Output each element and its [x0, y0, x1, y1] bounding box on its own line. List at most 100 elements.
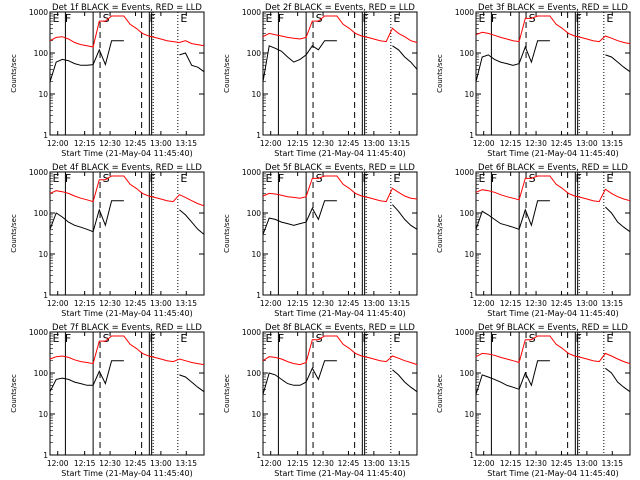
x-tick-label: 13:15	[388, 139, 410, 148]
region-marker-f: F	[576, 172, 582, 185]
x-tick-label: 12:45	[338, 459, 360, 468]
y-tick-label: 1	[256, 131, 261, 140]
panel-title: Det 9f BLACK = Events, RED = LLD	[478, 323, 628, 333]
y-tick-label: 10	[251, 410, 261, 419]
plot-frame	[475, 171, 631, 296]
x-tick-label: 13:00	[150, 459, 172, 468]
x-tick-label: 12:15	[74, 299, 96, 308]
series-lld-line	[49, 175, 205, 207]
y-tick-label: 1000	[455, 8, 474, 17]
x-tick-label: 12:30	[525, 459, 547, 468]
series-lld-line	[475, 15, 631, 45]
x-tick-label: 13:00	[150, 299, 172, 308]
plot-frame	[262, 11, 418, 136]
series-lld-line	[49, 15, 205, 48]
panel-det-3: Det 3f BLACK = Events, RED = LLD 1 10 100 10…	[436, 3, 631, 158]
x-tick-label: 12:15	[500, 299, 522, 308]
x-tick-label: 12:00	[473, 459, 495, 468]
x-tick-label: 12:15	[500, 139, 522, 148]
y-tick-label: 10	[38, 410, 48, 419]
region-marker-e: E	[266, 12, 273, 25]
x-axis-label: Start Time (21-May-04 11:45:40)	[61, 309, 192, 318]
region-marker-f: F	[65, 332, 71, 345]
region-marker-e: E	[479, 172, 486, 185]
x-tick-label: 13:00	[150, 139, 172, 148]
x-tick-label: 12:45	[338, 139, 360, 148]
y-tick-label: 1	[469, 451, 474, 460]
x-tick-label: 13:00	[576, 459, 598, 468]
region-marker-e: E	[606, 172, 613, 185]
y-tick-label: 100	[247, 369, 262, 378]
y-tick-label: 1	[469, 291, 474, 300]
y-tick-label: 1000	[242, 8, 261, 17]
x-tick-label: 12:45	[551, 459, 573, 468]
plot-frame	[49, 11, 205, 136]
region-marker-e: E	[266, 332, 273, 345]
region-marker-f: F	[363, 172, 369, 185]
x-axis-label: Start Time (21-May-04 11:45:40)	[274, 469, 405, 478]
series-events-line	[605, 54, 631, 73]
y-axis-label: Counts/sec	[436, 54, 444, 93]
panel-det-6: Det 6f BLACK = Events, RED = LLD 1 10 100 10…	[436, 163, 631, 318]
x-tick-label: 12:15	[287, 459, 309, 468]
series-events-line	[605, 206, 631, 233]
series-lld-line	[475, 335, 631, 365]
y-tick-label: 100	[34, 209, 49, 218]
region-marker-f: F	[576, 12, 582, 25]
x-tick-label: 12:30	[525, 139, 547, 148]
y-axis-label: Counts/sec	[436, 214, 444, 253]
series-events-line	[49, 360, 124, 392]
x-tick-label: 12:00	[47, 299, 69, 308]
panel-det-2: Det 2f BLACK = Events, RED = LLD 1 10 100 10…	[223, 3, 418, 158]
x-tick-label: 13:15	[601, 139, 623, 148]
region-marker-e: E	[180, 332, 187, 345]
region-marker-f: F	[491, 172, 497, 185]
region-marker-f: F	[363, 332, 369, 345]
region-marker-s: S	[316, 332, 323, 345]
x-tick-label: 13:00	[363, 459, 385, 468]
y-tick-label: 100	[460, 209, 475, 218]
series-events-line	[179, 52, 205, 73]
panel-title: Det 1f BLACK = Events, RED = LLD	[52, 3, 202, 13]
x-tick-label: 12:00	[47, 459, 69, 468]
y-tick-label: 100	[460, 49, 475, 58]
region-marker-e: E	[479, 12, 486, 25]
y-tick-label: 1	[43, 291, 48, 300]
series-events-line	[392, 45, 418, 70]
y-tick-label: 100	[247, 49, 262, 58]
region-marker-s: S	[103, 172, 110, 185]
x-tick-label: 12:30	[525, 299, 547, 308]
y-tick-label: 1000	[242, 328, 261, 337]
x-tick-label: 12:00	[260, 139, 282, 148]
y-tick-label: 1000	[455, 168, 474, 177]
region-marker-e: E	[53, 332, 60, 345]
y-tick-label: 10	[464, 250, 474, 259]
y-axis-label: Counts/sec	[223, 374, 231, 413]
x-tick-label: 12:45	[125, 139, 147, 148]
region-marker-s: S	[103, 12, 110, 25]
region-marker-e: E	[606, 12, 613, 25]
panel-det-1: Det 1f BLACK = Events, RED = LLD 1 10 100 10…	[10, 3, 205, 158]
x-tick-label: 13:00	[363, 299, 385, 308]
series-events-line	[49, 200, 124, 233]
y-tick-label: 1000	[29, 328, 48, 337]
series-events-line	[262, 360, 337, 395]
y-tick-label: 100	[34, 49, 49, 58]
series-lld-line	[475, 175, 631, 203]
region-marker-f: F	[150, 172, 156, 185]
x-tick-label: 12:00	[260, 459, 282, 468]
x-axis-label: Start Time (21-May-04 11:45:40)	[61, 469, 192, 478]
panel-title: Det 2f BLACK = Events, RED = LLD	[265, 3, 415, 13]
series-events-line	[179, 374, 205, 393]
x-axis-label: Start Time (21-May-04 11:45:40)	[487, 149, 618, 158]
x-tick-label: 13:00	[576, 139, 598, 148]
x-tick-label: 12:30	[312, 139, 334, 148]
y-tick-label: 10	[464, 90, 474, 99]
series-lld-line	[262, 335, 418, 366]
region-marker-e: E	[180, 12, 187, 25]
region-marker-e: E	[606, 332, 613, 345]
y-axis-label: Counts/sec	[10, 214, 18, 253]
y-tick-label: 1	[256, 291, 261, 300]
region-marker-f: F	[576, 332, 582, 345]
panel-title: Det 5f BLACK = Events, RED = LLD	[265, 163, 415, 173]
